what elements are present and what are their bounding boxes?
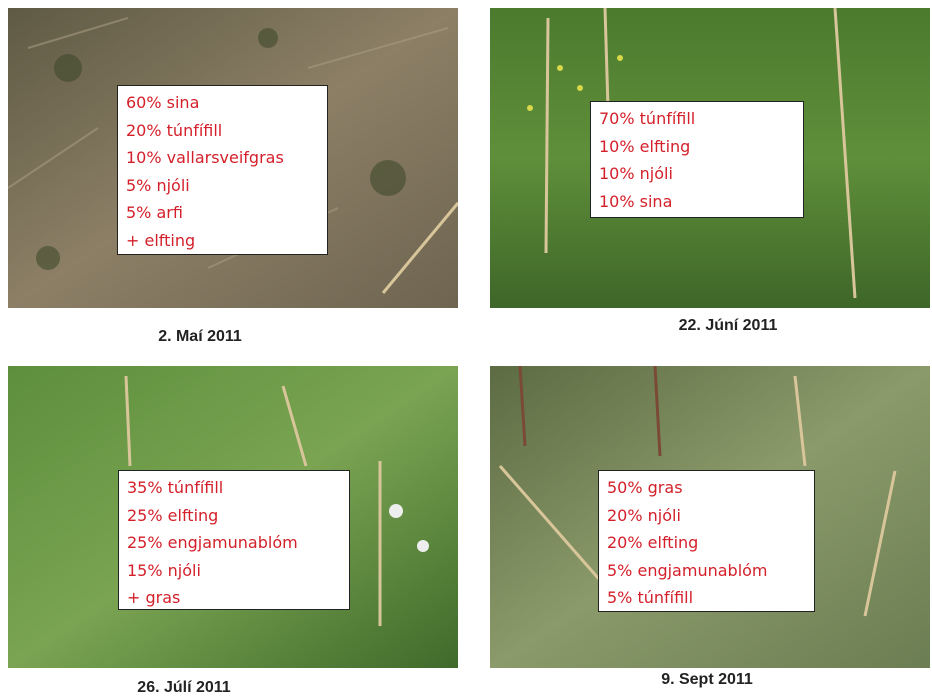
species-line: 10% sina	[599, 188, 795, 216]
species-line: 10% elfting	[599, 133, 795, 161]
species-line: 10% vallarsveifgras	[126, 144, 319, 172]
species-line: 5% engjamunablóm	[607, 557, 806, 585]
species-line: 5% arfi	[126, 199, 319, 227]
species-line: 35% túnfífill	[127, 474, 341, 502]
species-line: 25% engjamunablóm	[127, 529, 341, 557]
date-caption: 22. Júní 2011	[679, 317, 778, 335]
species-line: 60% sina	[126, 89, 319, 117]
species-line: 10% njóli	[599, 160, 795, 188]
species-line: + gras	[127, 584, 341, 612]
date-caption: 26. Júlí 2011	[137, 679, 230, 697]
species-line: 5% njóli	[126, 172, 319, 200]
date-caption: 2. Maí 2011	[158, 328, 242, 346]
figure: 60% sina20% túnfífill10% vallarsveifgras…	[0, 0, 932, 695]
species-line: 5% túnfífill	[607, 584, 806, 612]
species-line: 20% túnfífill	[126, 117, 319, 145]
species-line: 15% njóli	[127, 557, 341, 585]
species-line: 70% túnfífill	[599, 105, 795, 133]
date-caption: 9. Sept 2011	[661, 671, 753, 689]
species-line: + elfting	[126, 227, 319, 255]
species-line: 50% gras	[607, 474, 806, 502]
species-line: 20% njóli	[607, 502, 806, 530]
species-line: 20% elfting	[607, 529, 806, 557]
species-line: 25% elfting	[127, 502, 341, 530]
